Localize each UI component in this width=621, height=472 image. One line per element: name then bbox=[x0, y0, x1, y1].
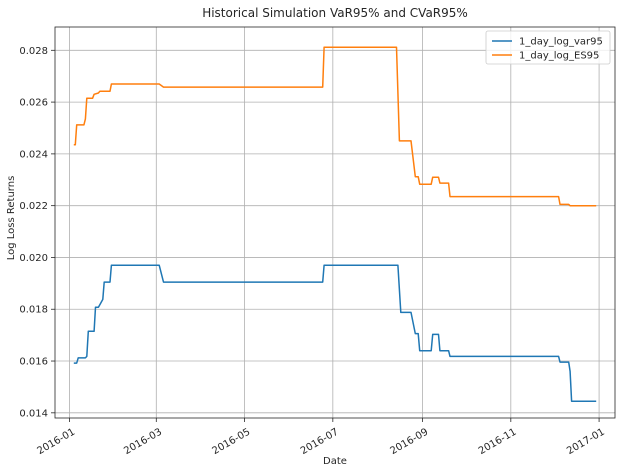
series bbox=[73, 46, 597, 402]
x-axis-title: Date bbox=[323, 456, 347, 467]
y-tick-label: 0.016 bbox=[19, 357, 48, 368]
y-tick-label: 0.014 bbox=[19, 408, 48, 419]
legend-label: 1_day_log_ES95 bbox=[519, 51, 599, 62]
y-axis-title: Log Loss Returns bbox=[6, 176, 17, 261]
chart-title: Historical Simulation VaR95% and CVaR95% bbox=[202, 6, 468, 20]
legend-box bbox=[485, 30, 611, 65]
legend-label: 1_day_log_var95 bbox=[519, 37, 603, 48]
series-line-1_day_log_var95 bbox=[73, 264, 597, 402]
y-tick-label: 0.024 bbox=[19, 149, 48, 160]
plot-frame bbox=[54, 26, 616, 419]
y-tick-label: 0.026 bbox=[19, 98, 48, 109]
y-tick-label: 0.022 bbox=[19, 201, 48, 212]
legend: 1_day_log_var95 1_day_log_ES95 bbox=[485, 30, 611, 65]
y-tick-label: 0.018 bbox=[19, 305, 48, 316]
series-line-1_day_log_ES95 bbox=[73, 46, 597, 207]
grid bbox=[55, 27, 615, 418]
y-tick-label: 0.020 bbox=[19, 253, 48, 264]
y-tick-label: 0.028 bbox=[19, 46, 48, 57]
